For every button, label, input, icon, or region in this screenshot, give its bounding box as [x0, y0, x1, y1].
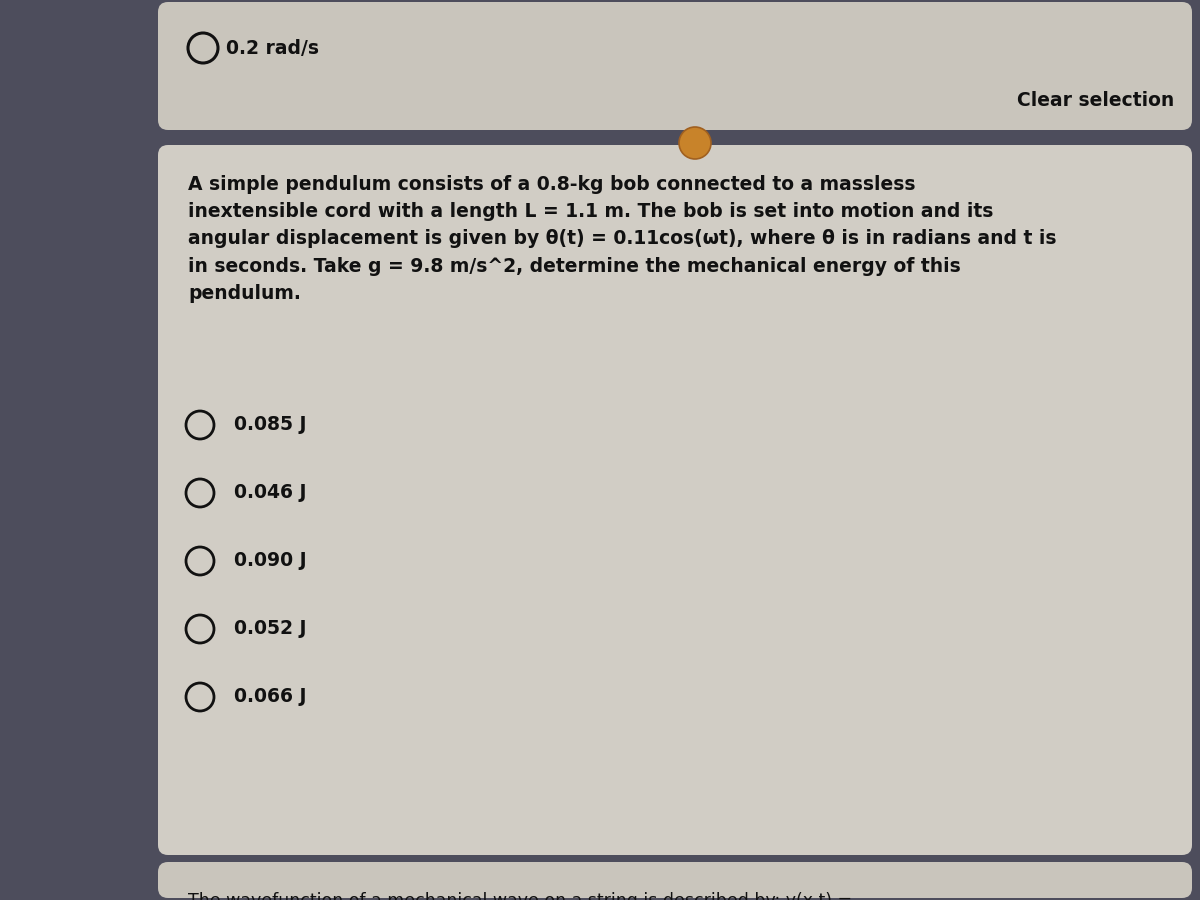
- FancyBboxPatch shape: [158, 145, 1192, 855]
- Text: 0.2 rad/s: 0.2 rad/s: [226, 39, 319, 58]
- Text: The wavefunction of a mechanical wave on a string is described by: y(x,t) =: The wavefunction of a mechanical wave on…: [188, 892, 852, 900]
- FancyBboxPatch shape: [158, 862, 1192, 898]
- Text: A simple pendulum consists of a 0.8-kg bob connected to a massless
inextensible : A simple pendulum consists of a 0.8-kg b…: [188, 175, 1056, 303]
- Text: 0.052 J: 0.052 J: [234, 619, 306, 638]
- Circle shape: [679, 127, 710, 159]
- Text: 0.085 J: 0.085 J: [234, 416, 306, 435]
- Text: 0.066 J: 0.066 J: [234, 688, 306, 706]
- Text: Clear selection: Clear selection: [1016, 91, 1174, 110]
- Text: 0.046 J: 0.046 J: [234, 483, 306, 502]
- FancyBboxPatch shape: [158, 2, 1192, 130]
- Text: 0.090 J: 0.090 J: [234, 552, 307, 571]
